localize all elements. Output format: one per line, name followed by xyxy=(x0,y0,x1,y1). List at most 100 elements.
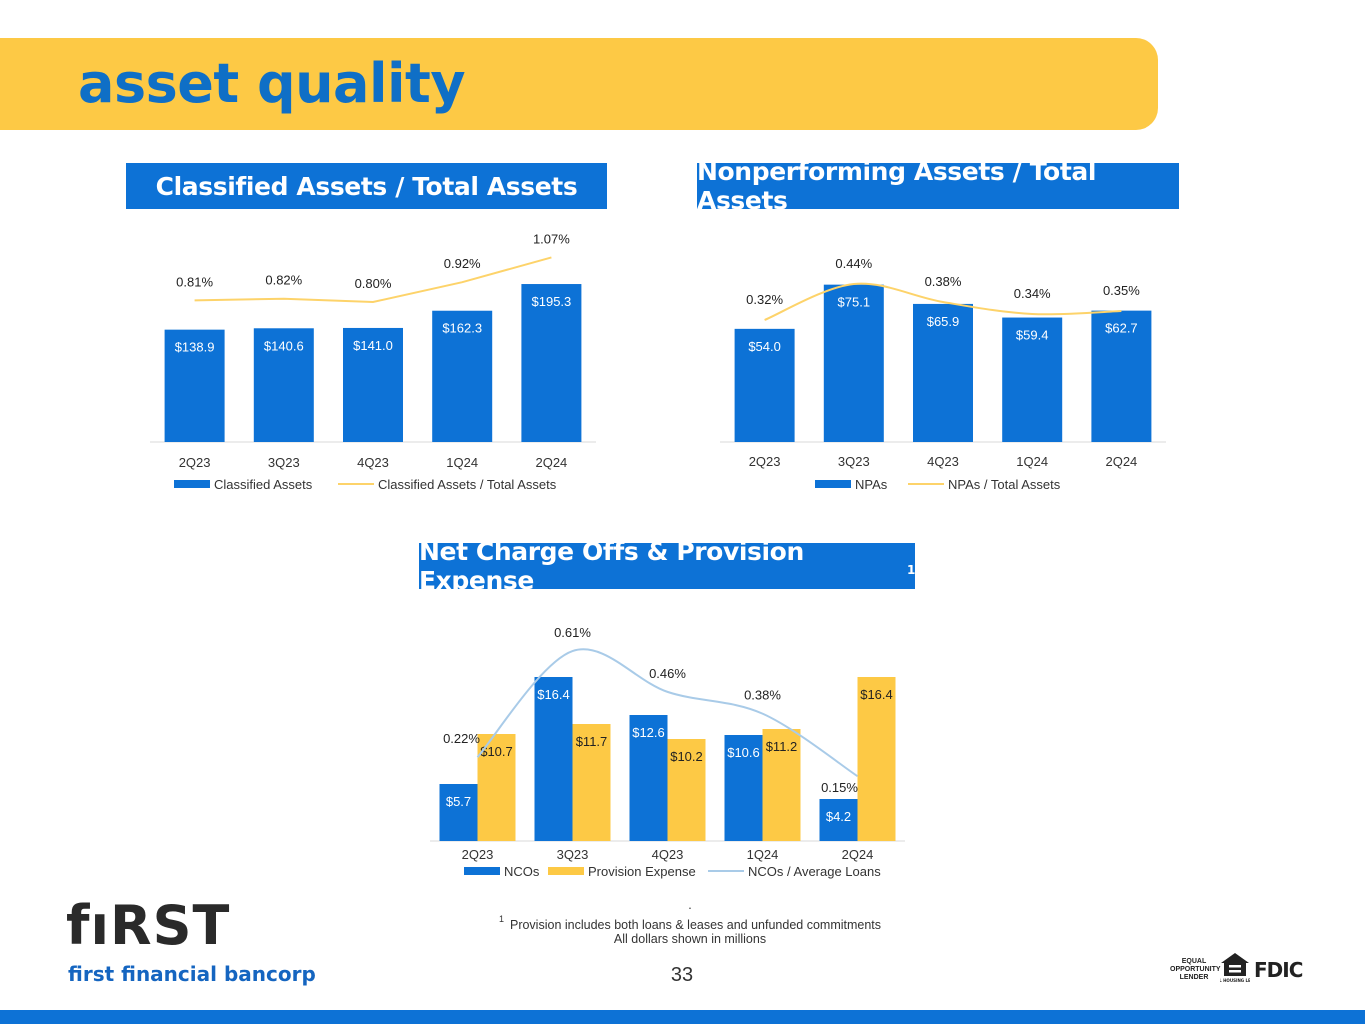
category-tick-label: 2Q24 xyxy=(535,455,567,470)
footnote-dot: . xyxy=(688,898,692,912)
page-title: asset quality xyxy=(78,52,466,115)
bar-ncos xyxy=(629,715,668,841)
bar-classified-assets xyxy=(432,310,493,442)
legend-swatch xyxy=(548,867,584,875)
bar-data-label: $59.4 xyxy=(1016,328,1049,343)
bar-data-label: $10.7 xyxy=(480,744,513,759)
bar-provision-expense xyxy=(477,734,516,841)
bar-data-label: $12.6 xyxy=(632,725,665,740)
ehl-caption: EQUAL HOUSING LENDER xyxy=(1220,978,1250,983)
line-data-label: 0.22% xyxy=(443,731,480,746)
bar-classified-assets xyxy=(343,327,403,442)
eol-line: LENDER xyxy=(1179,974,1209,981)
series-line-classified-assets-total-assets xyxy=(194,256,552,304)
eol-line: OPPORTUNITY xyxy=(1170,966,1221,973)
category-tick-label: 4Q23 xyxy=(357,455,389,470)
bar-data-label: $65.9 xyxy=(927,314,960,329)
bar-provision-expense xyxy=(857,677,896,841)
legend-swatch xyxy=(464,867,500,875)
page-number: 33 xyxy=(670,964,694,986)
bar-data-label: $10.2 xyxy=(670,749,703,764)
bar-data-label: $140.6 xyxy=(264,338,304,353)
bar-provision-expense xyxy=(667,739,706,841)
bar-data-label: $54.0 xyxy=(748,339,781,354)
bar-data-label: $11.2 xyxy=(766,739,798,754)
bar-provision-expense xyxy=(572,724,611,841)
bar-npas xyxy=(1091,310,1152,442)
category-tick-label: 1Q24 xyxy=(1016,454,1048,469)
series-line-npas-total-assets xyxy=(764,282,1122,321)
bar-ncos xyxy=(534,677,573,841)
npa-header: Nonperforming Assets / Total Assets xyxy=(697,157,1179,215)
category-tick-label: 1Q24 xyxy=(747,847,779,862)
bar-ncos xyxy=(439,784,478,841)
series-line-ncos-average-loans xyxy=(476,648,859,778)
category-tick-label: 2Q24 xyxy=(1105,454,1137,469)
bar-classified-assets xyxy=(253,328,314,442)
legend-label: Classified Assets / Total Assets xyxy=(378,477,557,492)
line-data-label: 0.92% xyxy=(444,256,481,271)
category-tick-label: 3Q23 xyxy=(838,454,870,469)
line-data-label: 0.46% xyxy=(649,666,686,681)
eol-line: EQUAL xyxy=(1181,958,1207,965)
line-data-label: 0.15% xyxy=(821,780,858,795)
line-data-label: 0.80% xyxy=(355,276,392,291)
npa-header-text: Nonperforming Assets / Total Assets xyxy=(697,157,1097,215)
classified-assets-header: Classified Assets / Total Assets xyxy=(126,163,607,209)
equal-opportunity-lender-badge: EQUAL OPPORTUNITY LENDER xyxy=(1170,958,1221,982)
bar-npas xyxy=(913,303,973,442)
line-data-label: 0.61% xyxy=(554,625,591,640)
classified-assets-header-text: Classified Assets / Total Assets xyxy=(155,171,578,201)
bar-data-label: $16.4 xyxy=(860,687,893,702)
legend-label: NPAs xyxy=(855,477,888,492)
legend-label: NCOs xyxy=(504,864,540,879)
line-data-label: 0.32% xyxy=(746,292,783,307)
bottom-bar xyxy=(0,1010,1365,1024)
footnote-line2: All dollars shown in millions xyxy=(613,932,767,946)
line-data-label: 1.07% xyxy=(533,231,570,246)
bar-data-label: $10.6 xyxy=(727,745,760,760)
company-logo-subtitle: first financial bancorp xyxy=(68,962,316,986)
category-tick-label: 4Q23 xyxy=(652,847,684,862)
bar-npas xyxy=(1002,317,1063,442)
footnote-text: Provision includes both loans & leases a… xyxy=(509,918,882,933)
footnote-line1: 1 Provision includes both loans & leases … xyxy=(420,914,960,933)
category-tick-label: 4Q23 xyxy=(927,454,959,469)
bar-data-label: $4.2 xyxy=(826,809,851,824)
bar-data-label: $16.4 xyxy=(537,687,570,702)
category-tick-label: 1Q24 xyxy=(446,455,478,470)
company-logo-wordmark: fıRST xyxy=(66,894,231,957)
bar-ncos xyxy=(819,799,858,841)
bar-data-label: $5.7 xyxy=(446,794,471,809)
bar-classified-assets xyxy=(521,284,582,442)
line-data-label: 0.82% xyxy=(265,273,302,288)
bar-data-label: $138.9 xyxy=(175,340,215,355)
legend-label: Provision Expense xyxy=(588,864,696,879)
bar-data-label: $195.3 xyxy=(532,294,572,309)
category-tick-label: 2Q23 xyxy=(749,454,781,469)
legend-label: NCOs / Average Loans xyxy=(748,864,881,879)
category-tick-label: 3Q23 xyxy=(268,455,300,470)
line-data-label: 0.34% xyxy=(1014,286,1051,301)
line-data-label: 0.44% xyxy=(835,256,872,271)
legend-label: NPAs / Total Assets xyxy=(948,477,1061,492)
line-data-label: 0.35% xyxy=(1103,283,1140,298)
bar-npas xyxy=(823,284,884,442)
line-data-label: 0.38% xyxy=(925,274,962,289)
footnote-marker: 1 xyxy=(498,914,504,924)
category-tick-label: 2Q23 xyxy=(462,847,494,862)
bar-data-label: $75.1 xyxy=(838,295,871,310)
nco-header: Net Charge Offs & Provision Expense 1 xyxy=(419,537,915,595)
equal-housing-lender-icon: EQUAL HOUSING LENDER xyxy=(1220,953,1250,983)
nco-header-text: Net Charge Offs & Provision Expense xyxy=(419,537,804,595)
line-data-label: 0.38% xyxy=(744,688,781,703)
title-band xyxy=(0,38,1158,130)
legend-label: Classified Assets xyxy=(214,477,313,492)
bar-data-label: $162.3 xyxy=(442,321,482,336)
bar-ncos xyxy=(724,735,763,841)
nco-header-footnote-marker: 1 xyxy=(907,563,915,577)
bar-data-label: $141.0 xyxy=(353,338,393,353)
